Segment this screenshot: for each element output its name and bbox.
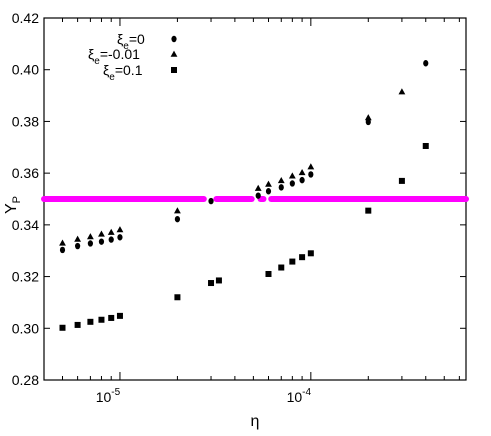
data-point-triangle bbox=[277, 176, 285, 184]
data-point-circle bbox=[117, 234, 123, 241]
y-tick-label: 0.40 bbox=[12, 62, 39, 78]
data-point-circle bbox=[299, 176, 305, 184]
data-point-triangle bbox=[307, 163, 315, 170]
y-tick-label: 0.34 bbox=[12, 217, 39, 233]
data-point-circle bbox=[59, 246, 66, 254]
data-point-square bbox=[108, 314, 115, 321]
data-point-triangle bbox=[398, 88, 406, 95]
data-point-circle bbox=[174, 215, 181, 223]
data-point-square bbox=[365, 207, 372, 214]
axis-labels: η YP bbox=[3, 196, 259, 430]
data-point-triangle bbox=[107, 228, 115, 235]
data-point-triangle bbox=[364, 114, 372, 121]
data-point-square bbox=[59, 324, 66, 331]
y-axis-label: YP bbox=[3, 196, 23, 214]
data-point-triangle bbox=[254, 184, 262, 191]
x-tick-label: 10-5 bbox=[96, 387, 121, 405]
data-point-circle bbox=[208, 197, 214, 205]
data-point-triangle bbox=[74, 235, 82, 242]
data-point-square bbox=[98, 316, 105, 323]
axis-ticks: 0.28 0.30 0.32 0.34 0.36 0.38 0.40 0.42 10-5 10-4 bbox=[12, 10, 466, 405]
legend-label: ξe=0.1 bbox=[103, 62, 143, 83]
data-point-square bbox=[398, 177, 405, 184]
data-point-square bbox=[208, 280, 215, 287]
y-tick-label: 0.30 bbox=[12, 320, 39, 336]
legend-label: ξe=-0.01 bbox=[88, 46, 140, 67]
data-point-circle bbox=[87, 240, 93, 247]
data-point-circle bbox=[75, 242, 81, 250]
data-point-circle bbox=[278, 184, 284, 191]
y-tick-label: 0.42 bbox=[12, 10, 39, 26]
x-axis-label: η bbox=[251, 413, 260, 430]
data-point-circle bbox=[423, 60, 429, 67]
data-point-circle bbox=[108, 236, 114, 243]
data-point-triangle bbox=[59, 239, 66, 246]
data-point-square bbox=[87, 318, 94, 325]
data-point-square bbox=[265, 270, 272, 277]
data-point-square bbox=[174, 294, 181, 301]
data-point-square bbox=[278, 264, 285, 271]
legend-marker-circle bbox=[171, 35, 177, 43]
data-point-circle bbox=[265, 188, 272, 195]
legend-label: ξe=0 bbox=[117, 31, 145, 52]
data-point-triangle bbox=[174, 207, 181, 214]
data-point-triangle bbox=[86, 233, 94, 240]
data-point-circle bbox=[365, 118, 371, 126]
y-tick-label: 0.36 bbox=[12, 165, 39, 181]
data-point-triangle bbox=[116, 226, 124, 233]
data-point-triangle bbox=[98, 230, 105, 237]
data-point-square bbox=[422, 142, 429, 149]
legend-marker-square bbox=[171, 67, 177, 73]
data-point-triangle bbox=[265, 180, 272, 187]
data-point-square bbox=[74, 321, 81, 328]
data-point-square bbox=[289, 258, 296, 265]
x-tick-label: 10-4 bbox=[287, 387, 312, 405]
data-point-circle bbox=[255, 192, 261, 199]
data-point-square bbox=[215, 277, 222, 284]
data-point-square bbox=[307, 250, 314, 257]
data-point-triangle bbox=[288, 172, 296, 179]
data-point-square bbox=[116, 312, 123, 319]
legend-marker-triangle bbox=[170, 50, 178, 57]
y-tick-label: 0.38 bbox=[12, 113, 39, 129]
data-point-circle bbox=[308, 171, 314, 178]
data-point-square bbox=[299, 254, 306, 261]
data-point-circle bbox=[289, 180, 295, 187]
data-point-triangle bbox=[298, 168, 306, 176]
data-points bbox=[59, 60, 429, 331]
data-point-circle bbox=[98, 238, 105, 245]
y-tick-label: 0.32 bbox=[12, 269, 39, 285]
y-tick-label: 0.28 bbox=[12, 372, 39, 388]
